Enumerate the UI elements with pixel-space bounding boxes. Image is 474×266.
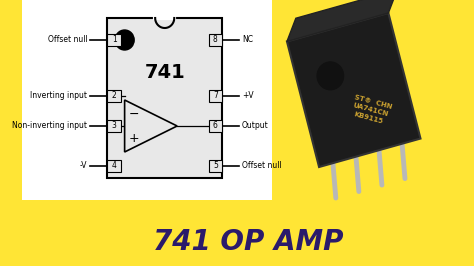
Text: 6: 6 xyxy=(213,122,218,131)
Text: +: + xyxy=(129,131,139,144)
Polygon shape xyxy=(287,0,397,41)
Text: -V: -V xyxy=(80,161,87,171)
Text: 3: 3 xyxy=(112,122,117,131)
Text: 4: 4 xyxy=(112,161,117,171)
FancyBboxPatch shape xyxy=(108,120,121,132)
FancyBboxPatch shape xyxy=(209,34,222,46)
Text: ST®  CHN
UA741CN
KB9115: ST® CHN UA741CN KB9115 xyxy=(349,94,392,126)
Text: Output: Output xyxy=(242,122,269,131)
Text: Offset null: Offset null xyxy=(48,35,87,44)
Text: 7: 7 xyxy=(213,92,218,101)
Text: 2: 2 xyxy=(112,92,117,101)
Text: 741: 741 xyxy=(145,64,185,82)
Circle shape xyxy=(115,30,134,50)
Text: NC: NC xyxy=(242,35,253,44)
FancyBboxPatch shape xyxy=(209,160,222,172)
Text: 8: 8 xyxy=(213,35,218,44)
FancyBboxPatch shape xyxy=(108,160,121,172)
Text: Offset null: Offset null xyxy=(242,161,282,171)
Text: 5: 5 xyxy=(213,161,218,171)
FancyBboxPatch shape xyxy=(209,90,222,102)
Text: 1: 1 xyxy=(112,35,117,44)
FancyBboxPatch shape xyxy=(108,34,121,46)
FancyBboxPatch shape xyxy=(21,0,272,200)
FancyBboxPatch shape xyxy=(209,120,222,132)
Text: 741 OP AMP: 741 OP AMP xyxy=(153,228,343,256)
Text: Inverting input: Inverting input xyxy=(30,92,87,101)
Text: Non-inverting input: Non-inverting input xyxy=(12,122,87,131)
Text: +V: +V xyxy=(242,92,254,101)
Text: −: − xyxy=(129,107,139,120)
Polygon shape xyxy=(287,13,420,167)
FancyBboxPatch shape xyxy=(108,18,222,178)
Polygon shape xyxy=(125,100,177,152)
Circle shape xyxy=(317,62,344,90)
FancyBboxPatch shape xyxy=(108,90,121,102)
